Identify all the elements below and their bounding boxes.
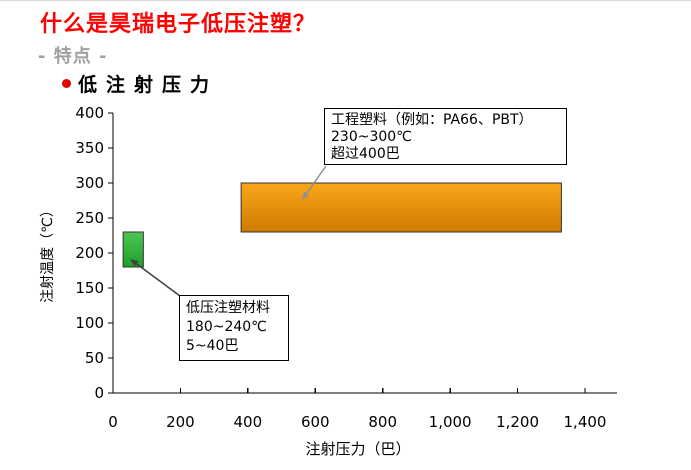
low-pressure-callout-line1: 低压注塑材料 — [186, 300, 270, 316]
slide-top-border — [0, 0, 691, 1]
low-pressure-callout-line2: 180~240℃ — [186, 319, 267, 335]
bullet-item: 低注射压力 — [62, 70, 218, 97]
page-subtitle: - 特点 - — [38, 46, 108, 67]
low-pressure-callout-line3: 5~40巴 — [186, 338, 239, 354]
engineering-callout-line3: 超过400巴 — [331, 146, 400, 162]
low-pressure-callout-connector-arrowhead — [130, 259, 139, 267]
green-range-bar — [122, 231, 144, 268]
orange-range-bar — [240, 182, 562, 233]
bullet-item-label: 低注射压力 — [78, 74, 219, 96]
bullet-dot-icon — [62, 79, 71, 88]
low-pressure-callout-connector-line — [135, 263, 181, 297]
engineering-callout-line1: 工程塑料（例如：PA66、PBT） — [331, 112, 533, 128]
engineering-callout-connector-line — [306, 165, 327, 194]
page-title: 什么是昊瑞电子低压注塑？ — [40, 12, 317, 37]
engineering-plastics-callout: 工程塑料（例如：PA66、PBT） 230~300℃ 超过400巴 — [324, 108, 567, 165]
low-pressure-material-callout: 低压注塑材料 180~240℃ 5~40巴 — [179, 295, 289, 361]
engineering-callout-line2: 230~300℃ — [331, 129, 412, 145]
engineering-callout-connector-arrowhead — [302, 191, 310, 200]
